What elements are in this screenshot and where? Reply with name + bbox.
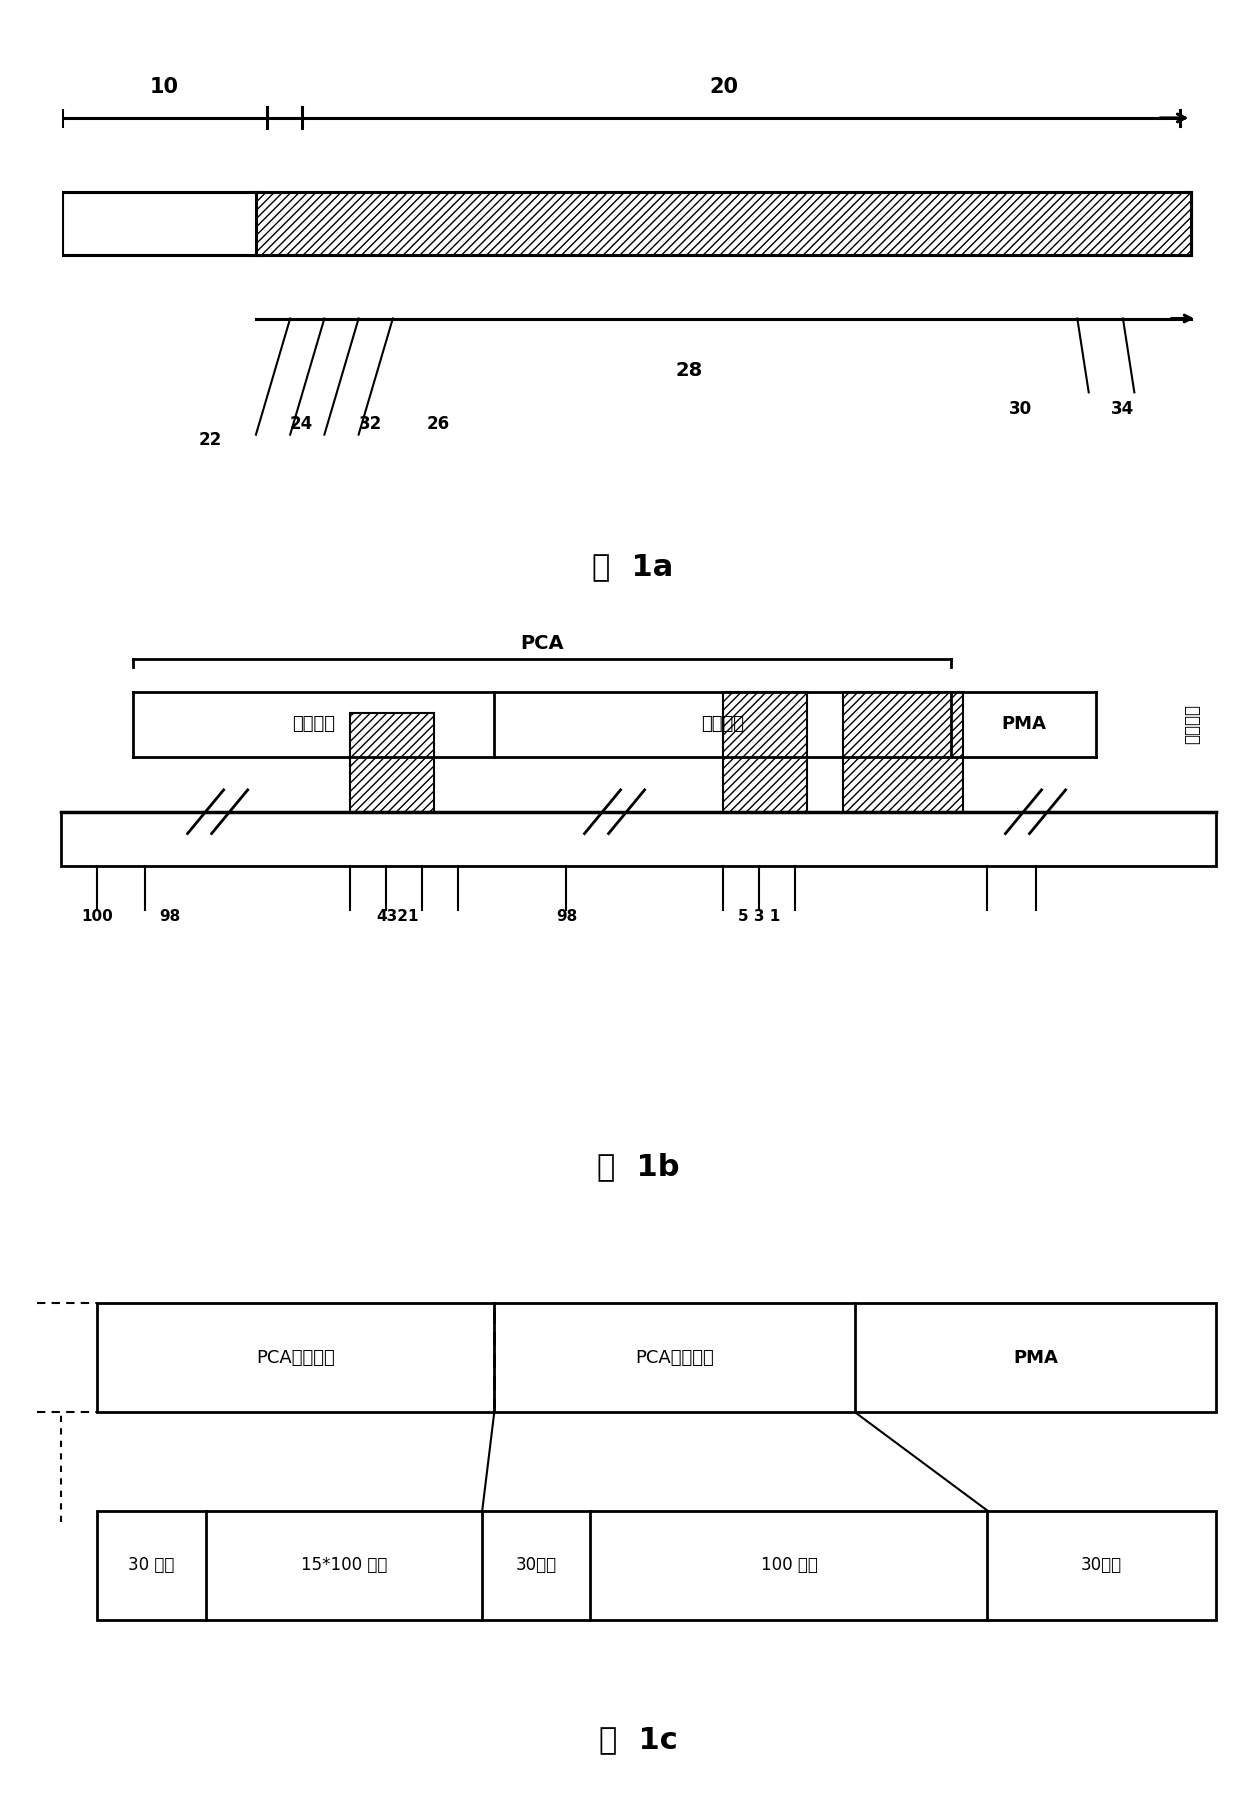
Text: 图  1c: 图 1c — [599, 1725, 678, 1754]
Text: 100: 100 — [82, 908, 113, 925]
Text: 30: 30 — [1008, 400, 1032, 417]
Text: PCA测试区域: PCA测试区域 — [257, 1349, 335, 1367]
Text: 计算区域: 计算区域 — [702, 715, 744, 733]
Bar — [62, 191, 1192, 255]
Text: 10: 10 — [150, 76, 179, 96]
Text: 30 扇区: 30 扇区 — [128, 1556, 175, 1574]
Bar — [350, 713, 434, 812]
Text: 15*100 扇区: 15*100 扇区 — [301, 1556, 387, 1574]
Text: 30扇区: 30扇区 — [1081, 1556, 1122, 1574]
Text: PMA: PMA — [1001, 715, 1045, 733]
Bar — [723, 692, 807, 812]
Text: 测试区域: 测试区域 — [293, 715, 335, 733]
Bar — [843, 692, 963, 812]
Text: 32: 32 — [358, 415, 382, 433]
Text: 28: 28 — [676, 360, 703, 380]
Text: 100 扇区: 100 扇区 — [760, 1556, 817, 1574]
Text: 图  1b: 图 1b — [598, 1152, 680, 1181]
Text: PMA: PMA — [1013, 1349, 1058, 1367]
Text: 30扇区: 30扇区 — [516, 1556, 557, 1574]
Text: 图  1a: 图 1a — [591, 551, 673, 581]
Text: 98: 98 — [556, 908, 577, 925]
Bar — [61, 812, 1216, 866]
Text: PCA: PCA — [521, 635, 564, 653]
Text: 22: 22 — [198, 431, 222, 450]
Text: 98: 98 — [159, 908, 180, 925]
Text: 5 3 1: 5 3 1 — [738, 908, 780, 925]
Bar — [255, 191, 1192, 255]
Bar — [97, 1511, 1216, 1620]
Bar — [97, 1303, 1216, 1412]
Text: 20: 20 — [709, 76, 738, 96]
Text: 4321: 4321 — [377, 908, 419, 925]
Text: 34: 34 — [1111, 400, 1135, 417]
Text: 24: 24 — [290, 415, 314, 433]
Text: 26: 26 — [427, 415, 450, 433]
Text: PCA计算区域: PCA计算区域 — [635, 1349, 714, 1367]
Text: 导入区域: 导入区域 — [1183, 704, 1200, 744]
